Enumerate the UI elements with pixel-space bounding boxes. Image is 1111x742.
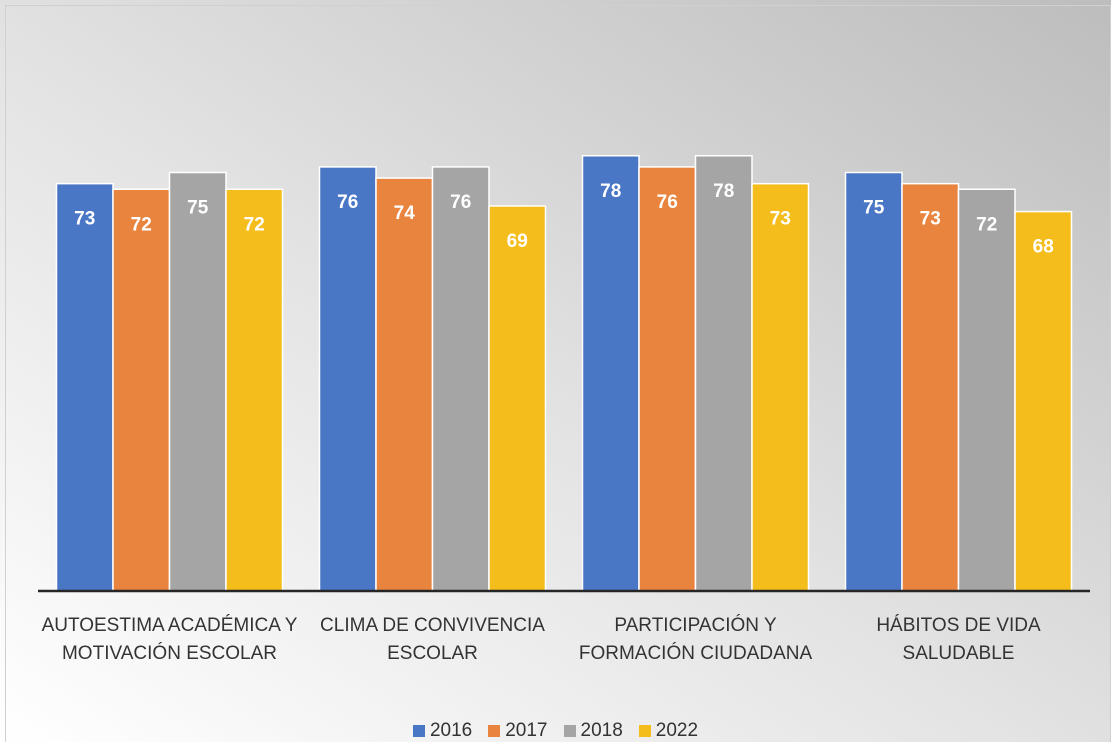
legend-item: 2017	[488, 720, 548, 742]
data-label: 73	[74, 209, 95, 230]
bar	[901, 182, 960, 592]
x-tick-label: HÁBITOS DE VIDA SALUDABLE	[876, 615, 1041, 664]
bar	[581, 155, 640, 592]
bar	[112, 188, 171, 592]
bar	[694, 155, 753, 592]
legend-label: 2022	[655, 720, 699, 741]
bar	[844, 171, 903, 592]
data-label: 76	[450, 192, 471, 213]
bar	[488, 205, 547, 592]
bar	[55, 182, 114, 592]
legend-swatch	[488, 725, 501, 737]
legend-item: 2018	[563, 720, 623, 742]
data-label: 76	[337, 192, 358, 213]
data-label: 72	[244, 214, 265, 235]
bar	[225, 188, 284, 592]
bar	[318, 166, 377, 592]
legend-swatch	[412, 725, 425, 737]
data-label: 68	[1033, 237, 1054, 258]
legend-label: 2016	[429, 720, 473, 741]
legend-swatch	[563, 725, 576, 737]
bar	[1014, 210, 1073, 592]
bar	[375, 177, 434, 592]
legend-swatch	[638, 725, 651, 737]
legend-label: 2018	[580, 720, 623, 741]
bar	[431, 166, 490, 592]
data-label: 78	[600, 181, 621, 202]
bar	[751, 182, 810, 592]
legend-item: 2016	[412, 720, 473, 742]
data-label: 72	[131, 214, 152, 235]
data-label: 75	[187, 198, 209, 219]
x-tick-label: PARTICIPACIÓN Y FORMACIÓN CIUDADANA	[578, 615, 813, 664]
x-tick-label: AUTOESTIMA ACADÉMICA Y MOTIVACIÓN ESCOLA…	[41, 615, 298, 664]
data-label: 78	[713, 181, 734, 202]
data-label: 76	[657, 192, 678, 213]
data-label: 74	[394, 203, 416, 224]
legend: 2016 2017 2018 2022	[0, 720, 1111, 742]
data-label: 72	[976, 214, 997, 235]
data-label: 73	[920, 209, 941, 230]
data-label: 75	[863, 198, 885, 219]
legend-item: 2022	[638, 720, 699, 742]
data-label: 69	[507, 231, 528, 252]
bar	[957, 188, 1016, 592]
legend-label: 2017	[505, 720, 548, 741]
data-label: 73	[770, 209, 791, 230]
bar	[638, 166, 697, 592]
bar	[168, 171, 227, 592]
x-tick-label: CLIMA DE CONVIVENCIA ESCOLAR	[320, 615, 545, 664]
